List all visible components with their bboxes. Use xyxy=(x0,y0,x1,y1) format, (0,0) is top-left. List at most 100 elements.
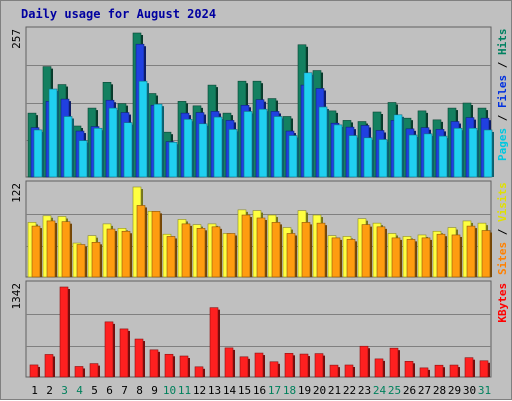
bar xyxy=(273,116,283,178)
bar xyxy=(93,127,103,178)
x-tick-label: 11 xyxy=(178,384,191,397)
legend-entry: Sites xyxy=(496,242,509,275)
x-tick-label: 31 xyxy=(478,384,491,397)
bar xyxy=(346,239,356,278)
bar xyxy=(299,353,309,378)
bar xyxy=(481,230,491,278)
bar xyxy=(434,364,444,378)
bar xyxy=(318,106,328,178)
x-tick-label: 29 xyxy=(448,384,461,397)
bar xyxy=(406,239,416,278)
x-tick-label: 16 xyxy=(253,384,266,397)
bar xyxy=(361,224,371,278)
bar xyxy=(329,364,339,378)
bar xyxy=(78,140,88,178)
legend-entry: Files xyxy=(496,75,509,108)
bar xyxy=(226,233,236,278)
bar xyxy=(123,122,133,178)
bar xyxy=(33,129,43,178)
bar xyxy=(419,367,429,378)
bar xyxy=(389,347,399,378)
panel-visits_sites: 122 Sites / Visits xyxy=(10,180,509,278)
bar xyxy=(363,137,373,178)
bar xyxy=(228,129,238,178)
x-tick-label: 21 xyxy=(328,384,341,397)
bar xyxy=(348,135,358,178)
legend-entry: / xyxy=(496,222,509,242)
bar xyxy=(239,356,249,378)
x-axis-labels: 1 2 3 4 5 6 7 8 9 10 11 12 13 14 15 16 17 18 19 20 21 22 23 24 2… xyxy=(31,384,491,397)
bar xyxy=(451,234,461,278)
bar xyxy=(106,228,116,278)
bar xyxy=(468,127,478,178)
bar xyxy=(303,72,313,178)
x-tick-label: 23 xyxy=(358,384,371,397)
x-tick-label: 24 xyxy=(373,384,387,397)
x-tick-label: 5 xyxy=(91,384,98,397)
bar xyxy=(168,141,178,178)
bar xyxy=(376,226,386,278)
bar xyxy=(59,286,69,378)
x-tick-label: 26 xyxy=(403,384,416,397)
bar xyxy=(483,129,493,178)
bar xyxy=(423,133,433,178)
bar xyxy=(213,116,223,178)
bar xyxy=(181,223,191,278)
legend-entry: / xyxy=(496,108,509,128)
bar xyxy=(183,118,193,178)
bar xyxy=(284,353,294,378)
bar xyxy=(134,338,144,378)
legend: Pages / Files / Hits xyxy=(496,29,509,162)
bar xyxy=(393,114,403,178)
bar xyxy=(74,366,84,378)
bar xyxy=(391,237,401,278)
bar xyxy=(314,353,324,378)
x-tick-label: 6 xyxy=(106,384,113,397)
bar xyxy=(108,107,118,178)
x-tick-label: 9 xyxy=(151,384,158,397)
x-tick-label: 28 xyxy=(433,384,446,397)
bar xyxy=(164,353,174,378)
bar xyxy=(179,355,189,378)
bar xyxy=(211,226,221,278)
x-tick-label: 10 xyxy=(163,384,176,397)
bar xyxy=(438,135,448,178)
bar xyxy=(374,358,384,378)
y-max-tick-label: 257 xyxy=(10,29,23,49)
bar xyxy=(196,228,206,278)
series-pages xyxy=(33,72,494,178)
bar xyxy=(256,217,266,278)
bar xyxy=(149,349,159,378)
x-tick-label: 17 xyxy=(268,384,281,397)
bar xyxy=(136,205,146,278)
bar xyxy=(48,88,58,178)
bar xyxy=(271,222,281,278)
x-tick-label: 19 xyxy=(298,384,311,397)
bar xyxy=(63,116,73,178)
bar xyxy=(61,221,71,278)
x-tick-label: 1 xyxy=(31,384,38,397)
bar xyxy=(198,123,208,178)
bar xyxy=(153,103,163,178)
panel-hits_files_pages: 257 Pages / Files / Hits xyxy=(10,26,509,178)
bar xyxy=(194,366,204,378)
x-tick-label: 2 xyxy=(46,384,53,397)
x-tick-label: 12 xyxy=(193,384,206,397)
bar xyxy=(254,352,264,378)
bar xyxy=(449,364,459,378)
x-tick-label: 8 xyxy=(136,384,143,397)
bar xyxy=(288,135,298,178)
bar xyxy=(408,134,418,178)
legend-entry: Visits xyxy=(496,182,509,222)
bar xyxy=(359,345,369,378)
x-tick-label: 27 xyxy=(418,384,431,397)
bar xyxy=(166,236,176,278)
legend-entry: Hits xyxy=(496,29,509,56)
x-tick-label: 7 xyxy=(121,384,128,397)
x-tick-label: 13 xyxy=(208,384,221,397)
bar xyxy=(119,328,129,378)
y-max-tick-label: 1342 xyxy=(10,283,23,310)
bar xyxy=(331,237,341,278)
x-tick-label: 3 xyxy=(61,384,68,397)
